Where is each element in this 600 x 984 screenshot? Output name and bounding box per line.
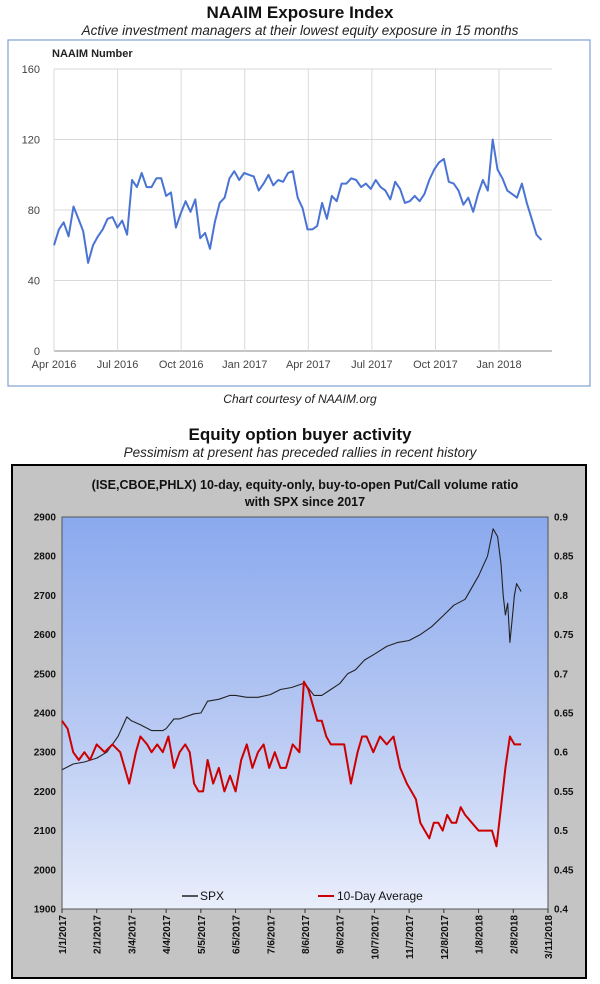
chart2-xtick-label: 1/1/2017: [58, 915, 69, 954]
chart1-xtick-label: Jan 2018: [476, 359, 521, 371]
chart2-left-tick-label: 1900: [34, 905, 57, 916]
chart2-xtick-label: 2/1/2017: [93, 915, 104, 954]
chart1-title: NAAIM Exposure Index: [206, 3, 394, 22]
chart2-xtick-label: 10/7/2017: [370, 915, 381, 960]
chart2-left-tick-label: 2200: [34, 787, 57, 798]
chart2-left-tick-label: 2700: [34, 591, 57, 602]
chart1-ytick-label: 40: [28, 276, 40, 288]
chart2-plot-area: [61, 516, 549, 910]
chart2-subtitle: Pessimism at present has preceded rallie…: [123, 445, 477, 460]
chart2-right-tick-label: 0.8: [554, 591, 568, 602]
chart2-right-tick-label: 0.45: [554, 865, 574, 876]
chart2-left-tick-label: 2400: [34, 709, 57, 720]
chart2-left-tick-label: 2000: [34, 865, 57, 876]
chart2-xtick-label: 9/6/2017: [336, 915, 347, 954]
chart1-ytick-label: 120: [22, 135, 40, 147]
chart2-right-tick-label: 0.75: [554, 630, 574, 641]
chart2-inner-title-line1: (ISE,CBOE,PHLX) 10-day, equity-only, buy…: [92, 478, 519, 492]
chart2-right-tick-label: 0.9: [554, 513, 568, 524]
chart2-xtick-label: 5/5/2017: [197, 915, 208, 954]
chart2-left-tick-label: 2600: [34, 630, 57, 641]
chart1-xtick-label: Oct 2016: [159, 359, 204, 371]
chart1-ytick-label: 80: [28, 205, 40, 217]
chart1-xtick-label: Oct 2017: [413, 359, 458, 371]
chart1-ytick-label: 0: [34, 346, 40, 358]
chart1-xtick-label: Apr 2016: [32, 359, 77, 371]
chart2-right-tick-label: 0.6: [554, 748, 568, 759]
chart2-right-tick-label: 0.65: [554, 709, 574, 720]
chart2-xtick-label: 1/8/2018: [475, 915, 486, 954]
chart2-left-tick-label: 2500: [34, 669, 57, 680]
chart2-title: Equity option buyer activity: [188, 425, 412, 444]
chart2-left-tick-label: 2900: [34, 513, 57, 524]
chart2-xtick-label: 3/4/2017: [127, 915, 138, 954]
chart2-xtick-label: 6/5/2017: [232, 915, 243, 954]
chart2-xtick-label: 7/6/2017: [266, 915, 277, 954]
chart2-legend-label-spx: SPX: [200, 889, 224, 903]
chart2-inner-title-line2: with SPX since 2017: [244, 495, 365, 509]
chart1-xtick-label: Apr 2017: [286, 359, 331, 371]
chart1-ylabel: NAAIM Number: [52, 48, 133, 60]
chart2-xtick-label: 12/8/2017: [440, 915, 451, 960]
chart1-xtick-label: Jul 2016: [97, 359, 139, 371]
chart2-right-tick-label: 0.7: [554, 669, 568, 680]
chart2-xtick-label: 8/6/2017: [301, 915, 312, 954]
chart1-credit: Chart courtesy of NAAIM.org: [223, 392, 377, 406]
chart1-xtick-label: Jan 2017: [222, 359, 267, 371]
chart2-xtick-label: 2/8/2018: [509, 915, 520, 954]
chart2-left-tick-label: 2300: [34, 748, 57, 759]
chart1-frame: [7, 39, 591, 387]
chart2-right-tick-label: 0.55: [554, 787, 574, 798]
chart2-right-tick-label: 0.85: [554, 552, 574, 563]
naaim-line-chart: NAAIM Number 0 40 80 120 160 Apr 2016 Jul 2016 O…: [7, 39, 591, 387]
chart2-xtick-label: 4/4/2017: [162, 915, 173, 954]
chart2-xtick-label: 11/7/2017: [405, 915, 416, 959]
chart2-right-tick-label: 0.5: [554, 826, 568, 837]
chart2-left-tick-label: 2800: [34, 552, 57, 563]
chart1-subtitle: Active investment managers at their lowe…: [81, 23, 519, 38]
chart1-series-line: [53, 138, 543, 264]
chart2-spx-line: [61, 528, 522, 771]
chart2-legend-label-10day: 10-Day Average: [337, 889, 423, 903]
chart1-ytick-label: 160: [22, 64, 40, 76]
chart2-right-tick-label: 0.4: [554, 905, 568, 916]
chart2-10day-average-line: [61, 680, 522, 848]
chart1-xtick-label: Jul 2017: [351, 359, 393, 371]
chart2-xtick-label: 3/11/2018: [544, 915, 555, 959]
chart2-left-tick-label: 2100: [34, 826, 57, 837]
